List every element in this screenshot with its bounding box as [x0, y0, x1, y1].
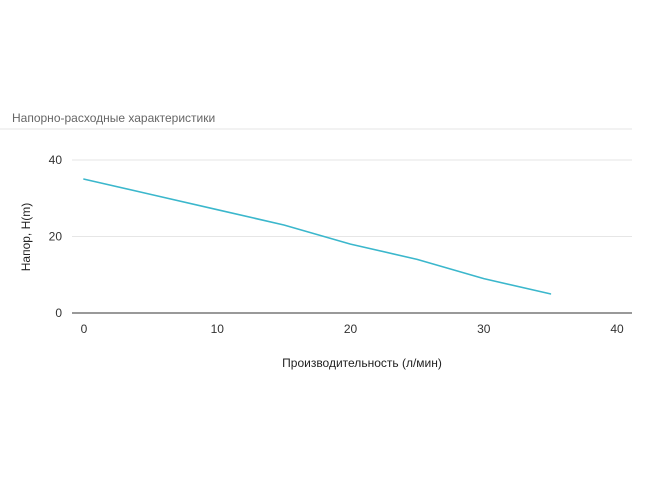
x-tick-label: 30: [477, 322, 491, 336]
y-tick-label: 20: [49, 230, 63, 244]
chart-title: Напорно-расходные характеристики: [12, 111, 215, 125]
y-tick-label: 0: [55, 306, 62, 320]
series-line: [83, 178, 552, 295]
series-layer: [83, 178, 552, 295]
y-axis-title: Напор, H(m): [19, 203, 33, 272]
x-tick-label: 40: [610, 322, 624, 336]
x-axis-title: Производительность (л/мин): [282, 356, 442, 370]
x-tick-label: 0: [81, 322, 88, 336]
tick-labels: 0 20 40 0 10 20 30 40: [49, 153, 624, 336]
x-tick-label: 10: [211, 322, 225, 336]
x-tick-label: 20: [344, 322, 358, 336]
y-tick-label: 40: [49, 153, 63, 167]
gridlines: [0, 128, 632, 314]
